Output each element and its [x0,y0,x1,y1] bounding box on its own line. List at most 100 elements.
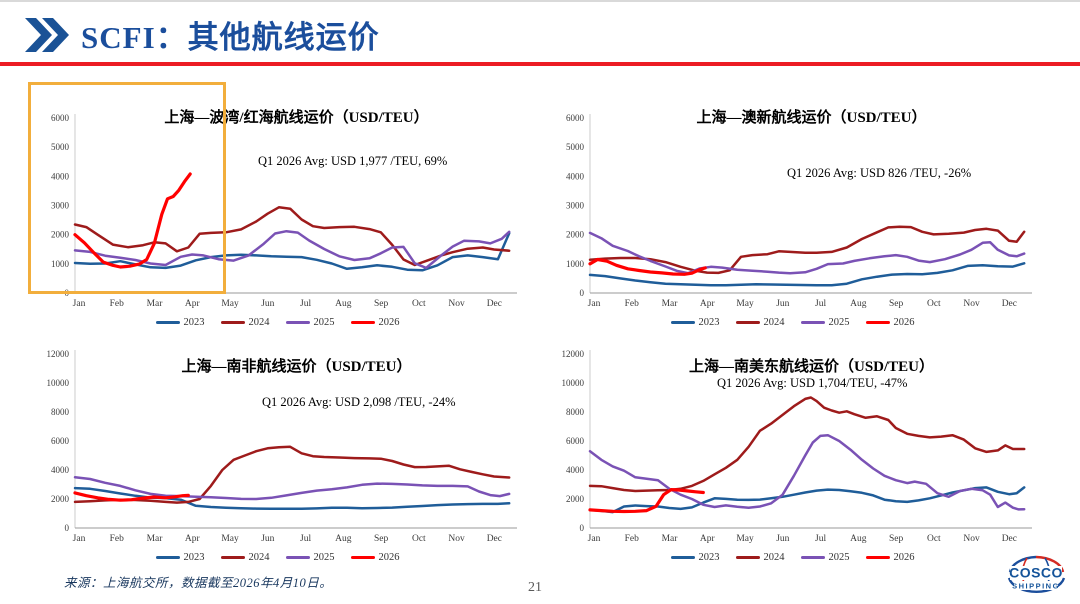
svg-text:12000: 12000 [562,349,585,359]
svg-text:Apr: Apr [700,299,716,309]
legend-swatch-2024 [220,555,245,560]
legend-swatch-2023 [670,320,695,325]
svg-text:Feb: Feb [110,534,125,544]
svg-text:Aug: Aug [335,299,352,309]
svg-text:2000: 2000 [566,230,585,240]
chart-legend: 2023 2024 2025 2026 [545,317,1040,328]
chart-plot: 0 1000 2000 3000 4000 5000 6000 Jan Feb Mar Apr May… [566,113,1032,309]
legend-item-2023: 2023 [670,317,720,328]
legend-item-2026: 2026 [865,552,915,563]
svg-text:Jun: Jun [776,299,789,309]
chart-legend: 2023 2024 2025 2026 [30,552,525,563]
legend-item-2024: 2024 [735,317,785,328]
legend-label: 2026 [893,317,915,328]
chart-plot: 0 2000 4000 6000 8000 10000 12000 Jan Feb Mar Apr M… [47,349,517,544]
svg-text:Oct: Oct [927,534,941,544]
legend-label: 2024 [763,552,785,563]
legend-label: 2025 [828,317,850,328]
legend-item-2025: 2025 [285,317,335,328]
svg-text:May: May [221,534,239,544]
svg-text:0: 0 [580,523,585,533]
legend-swatch-2026 [865,320,890,325]
svg-text:8000: 8000 [566,407,585,417]
legend-label: 2023 [698,317,720,328]
svg-text:Jun: Jun [261,534,274,544]
slide-header: SCFI：其他航线运价 [25,12,380,57]
legend-item-2024: 2024 [220,317,270,328]
svg-text:4000: 4000 [566,171,585,181]
svg-text:6000: 6000 [51,113,70,123]
legend-label: 2026 [378,552,400,563]
svg-text:10000: 10000 [47,378,70,388]
svg-text:Oct: Oct [412,534,426,544]
highlight-box [28,82,226,294]
svg-text:Feb: Feb [110,299,125,309]
legend-label: 2023 [183,317,205,328]
svg-text:4000: 4000 [566,465,585,475]
svg-text:Jan: Jan [588,299,601,309]
cosco-logo: COSCO SHIPPING [1007,555,1066,594]
svg-text:3000: 3000 [51,201,70,211]
chart-title: 上海—波湾/红海航线运价（USD/TEU） [164,110,429,126]
svg-text:Jun: Jun [261,299,274,309]
chart-subtitle: Q1 2026 Avg: USD 826 /TEU, -26% [787,166,972,180]
svg-text:Aug: Aug [850,534,867,544]
svg-text:Aug: Aug [335,534,352,544]
legend-item-2026: 2026 [350,552,400,563]
chart-south-africa: 0 2000 4000 6000 8000 10000 12000 Jan Feb Mar Apr M… [30,342,525,574]
svg-text:Dec: Dec [487,534,502,544]
legend-label: 2025 [313,317,335,328]
source-note: 来源：上海航交所，数据截至2026年4月10日。 [64,576,333,590]
svg-text:Jan: Jan [73,299,86,309]
red-divider [0,62,1080,66]
legend-label: 2024 [248,317,270,328]
legend-label: 2023 [698,552,720,563]
svg-text:0: 0 [580,288,585,298]
svg-text:Mar: Mar [662,299,679,309]
legend-swatch-2025 [285,555,310,560]
legend-item-2023: 2023 [155,552,205,563]
legend-item-2024: 2024 [735,552,785,563]
cosco-logo-text: COSCO [1009,565,1063,581]
svg-text:May: May [736,299,754,309]
chart-persian-gulf-red-sea: 0 1000 2000 3000 4000 5000 6000 Jan Feb Mar Apr May… [30,90,525,340]
legend-item-2025: 2025 [800,317,850,328]
legend-label: 2024 [763,317,785,328]
svg-text:Jan: Jan [588,534,601,544]
legend-swatch-2023 [155,555,180,560]
svg-text:2000: 2000 [566,494,585,504]
svg-text:0: 0 [65,523,70,533]
svg-text:Jul: Jul [300,534,311,544]
svg-text:Aug: Aug [850,299,867,309]
legend-swatch-2025 [800,320,825,325]
svg-text:Nov: Nov [448,534,465,544]
svg-text:Dec: Dec [1002,299,1017,309]
chart-south-america-east: 0 2000 4000 6000 8000 10000 12000 Jan Feb Mar Apr M… [545,342,1040,574]
svg-text:2000: 2000 [51,494,70,504]
svg-text:1000: 1000 [51,259,70,269]
legend-item-2023: 2023 [155,317,205,328]
chart-subtitle: Q1 2026 Avg: USD 1,704/TEU, -47% [717,376,908,390]
legend-item-2023: 2023 [670,552,720,563]
svg-text:4000: 4000 [51,465,70,475]
legend-swatch-2026 [865,555,890,560]
svg-text:12000: 12000 [47,349,70,359]
chart-subtitle: Q1 2026 Avg: USD 1,977 /TEU, 69% [258,154,448,168]
svg-text:Jul: Jul [815,299,826,309]
chart-subtitle: Q1 2026 Avg: USD 2,098 /TEU, -24% [262,395,456,409]
page-title: SCFI：其他航线运价 [81,20,380,55]
legend-swatch-2024 [735,320,760,325]
svg-text:May: May [221,299,239,309]
svg-text:10000: 10000 [562,378,585,388]
svg-text:6000: 6000 [51,436,70,446]
page-number: 21 [528,580,542,595]
svg-text:6000: 6000 [566,436,585,446]
svg-text:Sep: Sep [374,299,389,309]
legend-swatch-2025 [285,320,310,325]
chevron-icon [25,17,69,52]
svg-text:Apr: Apr [185,299,201,309]
svg-text:6000: 6000 [566,113,585,123]
svg-text:Jun: Jun [776,534,789,544]
legend-item-2024: 2024 [220,552,270,563]
